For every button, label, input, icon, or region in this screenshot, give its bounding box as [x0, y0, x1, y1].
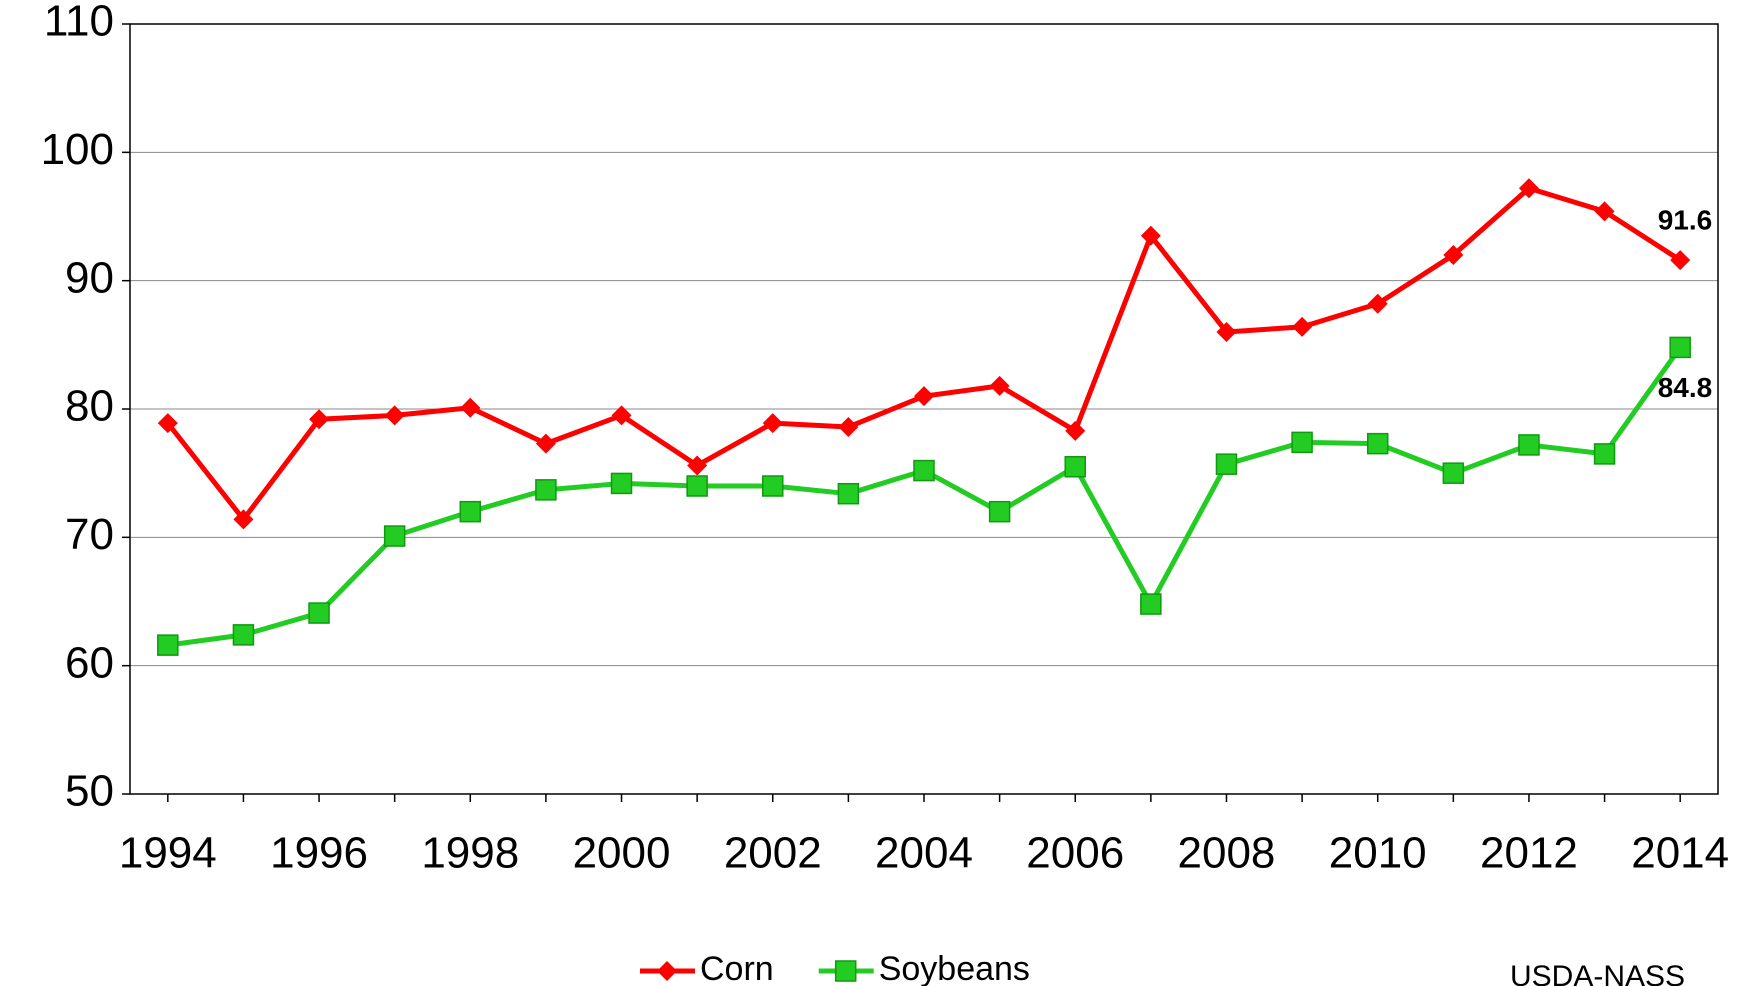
marker [1140, 225, 1161, 246]
marker [657, 961, 677, 981]
marker [1292, 316, 1313, 337]
marker [913, 459, 935, 482]
data-label: 91.6 [1658, 205, 1713, 236]
source: USDA-NASS [1510, 960, 1685, 986]
marker [459, 500, 482, 523]
y-tick-label: 50 [65, 767, 114, 816]
x-tick-label: 2010 [1329, 829, 1427, 878]
y-tick-label: 100 [41, 125, 114, 174]
marker [384, 405, 405, 426]
marker [610, 472, 633, 495]
legend-label: Corn [700, 950, 774, 986]
x-tick-label: 1994 [119, 829, 217, 878]
marker [1670, 250, 1691, 271]
marker [308, 602, 330, 624]
x-tick-label: 2006 [1026, 829, 1124, 878]
y-tick-label: 80 [65, 382, 114, 431]
marker [1215, 453, 1238, 475]
y-tick-label: 110 [44, 0, 114, 46]
marker [535, 479, 557, 501]
marker [1593, 443, 1616, 465]
x-tick-label: 1998 [421, 829, 519, 878]
marker [1442, 462, 1465, 484]
marker [1443, 245, 1464, 265]
marker [762, 475, 784, 497]
marker [686, 475, 708, 497]
data-label: 84.8 [1658, 372, 1713, 403]
x-tick-label: 2002 [724, 829, 822, 878]
marker [535, 433, 556, 454]
marker [1594, 201, 1615, 222]
marker [1291, 431, 1313, 454]
marker [687, 455, 708, 476]
marker [988, 500, 1011, 523]
x-tick-label: 1996 [270, 829, 368, 878]
y-tick-label: 70 [65, 510, 114, 559]
marker [232, 624, 255, 646]
marker [914, 386, 934, 407]
marker [1140, 593, 1162, 615]
marker [989, 375, 1010, 396]
x-tick-label: 2004 [875, 829, 973, 878]
marker [1518, 434, 1540, 456]
x-tick-label: 2008 [1178, 829, 1276, 878]
y-tick-label: 90 [65, 253, 114, 302]
marker [834, 960, 857, 982]
legend-label: Soybeans [879, 950, 1030, 986]
marker [1366, 432, 1389, 455]
marker [611, 405, 632, 426]
marker [1518, 178, 1539, 199]
marker [1064, 456, 1086, 478]
y-tick-label: 60 [65, 638, 114, 687]
marker [460, 397, 481, 418]
marker [1216, 322, 1237, 342]
marker [762, 413, 783, 434]
marker [233, 509, 254, 530]
marker [157, 634, 179, 656]
marker [157, 413, 178, 434]
marker [1065, 420, 1086, 441]
marker [383, 525, 406, 547]
marker [838, 416, 859, 437]
marker [1367, 293, 1388, 314]
marker [309, 409, 330, 430]
x-tick-label: 2012 [1480, 829, 1578, 878]
x-tick-label: 2014 [1631, 829, 1729, 878]
marker [837, 482, 860, 505]
marker [1669, 336, 1691, 359]
x-tick-label: 2000 [573, 829, 671, 878]
